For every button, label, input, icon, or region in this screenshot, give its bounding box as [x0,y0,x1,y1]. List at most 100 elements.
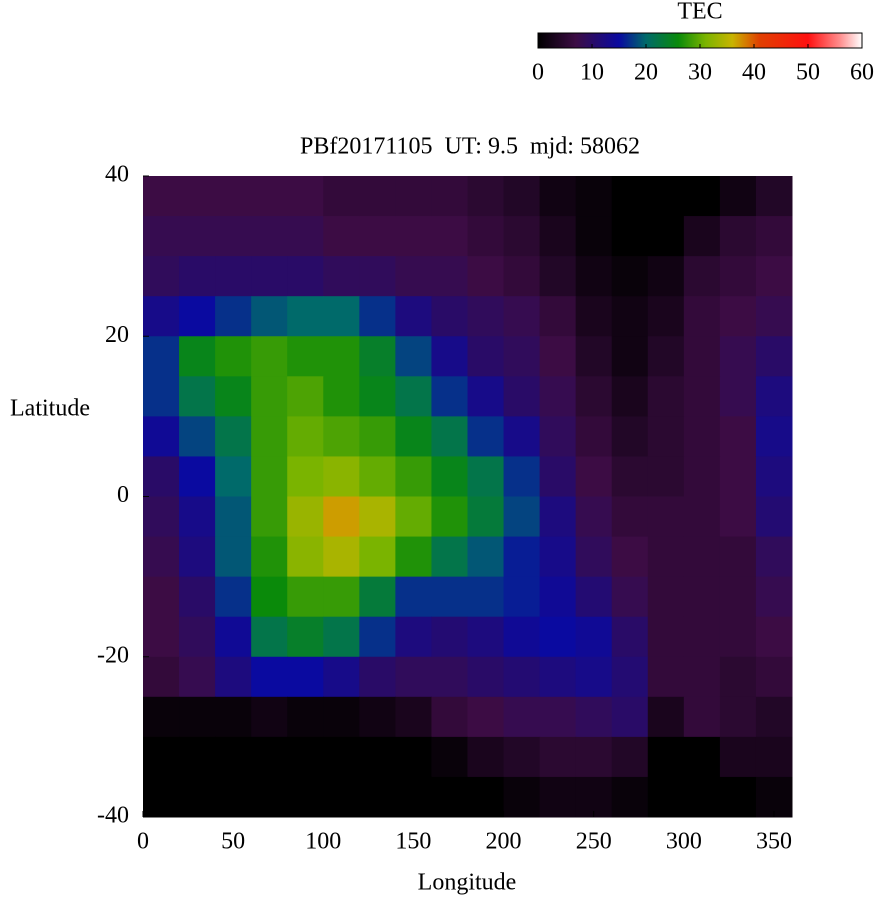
heat-cell [647,656,685,698]
heat-cell [143,416,180,457]
heat-cell [179,376,216,417]
heat-cell [287,416,324,457]
heat-cell [215,616,252,658]
heat-cell [359,216,396,257]
heat-cell [395,496,432,538]
heat-cell [395,696,432,738]
heat-cell [611,216,649,257]
heat-cell [539,176,577,217]
heat-cell [215,296,252,337]
heat-cell [287,616,324,658]
heat-cell [323,536,360,578]
heat-cell [575,176,613,217]
heat-cell [431,696,468,738]
heat-cell [431,296,468,337]
heat-cell [467,336,505,377]
heat-cell [719,656,757,698]
heat-cell [539,616,577,658]
heat-cell [251,696,288,738]
x-axis-label: Longitude [418,870,517,896]
heat-cell [683,456,721,497]
heat-cell [251,376,288,417]
heat-cell [503,536,541,578]
heat-cell [215,376,252,417]
heat-cell [431,336,468,377]
heat-cell [179,576,216,618]
heat-cell [467,416,505,457]
heat-cell [683,696,721,738]
chart-title: PBf20171105 UT: 9.5 mjd: 58062 [300,134,640,160]
y-tick-label: -40 [97,803,129,829]
heat-cell [251,336,288,377]
heat-cell [683,176,721,217]
heat-cell [647,616,685,658]
heat-cell [215,536,252,578]
heat-cell [611,536,649,578]
heat-cell [143,376,180,417]
heat-cell [755,176,793,217]
heat-cell [575,656,613,698]
heat-cell [611,776,649,818]
heat-cell [683,736,721,778]
colorbar-tick-label: 60 [850,60,874,86]
heat-cell [755,616,793,658]
heat-cell [467,456,505,497]
heat-cell [611,376,649,417]
heat-cell [215,216,252,257]
heat-cell [359,696,396,738]
heat-cell [575,776,613,818]
heat-cell [467,376,505,417]
heat-cell [179,336,216,377]
heat-cell [683,296,721,337]
heat-cell [611,576,649,618]
heat-cell [323,296,360,337]
heat-cell [143,776,180,818]
heat-cell [683,616,721,658]
heat-cell [323,376,360,417]
heat-cell [539,736,577,778]
y-tick-label: 20 [105,322,129,348]
heat-cell [647,496,685,538]
x-tick-label: 350 [756,829,792,855]
heat-cell [215,736,252,778]
heat-cell [323,656,360,698]
colorbar-tick-label: 40 [742,60,766,86]
heat-cell [503,216,541,257]
heat-cell [359,776,396,818]
heat-cell [323,616,360,658]
heat-cell [575,576,613,618]
heat-cell [359,536,396,578]
heat-cell [539,336,577,377]
heat-cell [755,336,793,377]
heat-cell [503,496,541,538]
y-tick-label: 0 [117,482,129,508]
heat-cell [719,496,757,538]
colorbar-tick-label: 20 [634,60,658,86]
heat-cell [575,256,613,297]
heat-cell [431,416,468,457]
heat-cell [467,496,505,538]
heat-cell [467,696,505,738]
heat-cell [323,416,360,457]
heat-cell [179,256,216,297]
heat-cell [323,176,360,217]
heat-cell [575,616,613,658]
heat-cell [179,656,216,698]
heat-cell [215,696,252,738]
heat-cell [251,496,288,538]
heat-cell [143,176,180,217]
heat-cell [287,696,324,738]
heat-cell [647,576,685,618]
heat-cell [611,176,649,217]
heat-cell [647,256,685,297]
heat-cell [215,256,252,297]
heat-cell [503,336,541,377]
heat-cell [647,736,685,778]
heat-cell [143,616,180,658]
heat-cell [467,736,505,778]
heat-cell [323,576,360,618]
heat-cell [611,416,649,457]
heat-cell [719,256,757,297]
heat-cell [755,256,793,297]
heat-cell [431,736,468,778]
